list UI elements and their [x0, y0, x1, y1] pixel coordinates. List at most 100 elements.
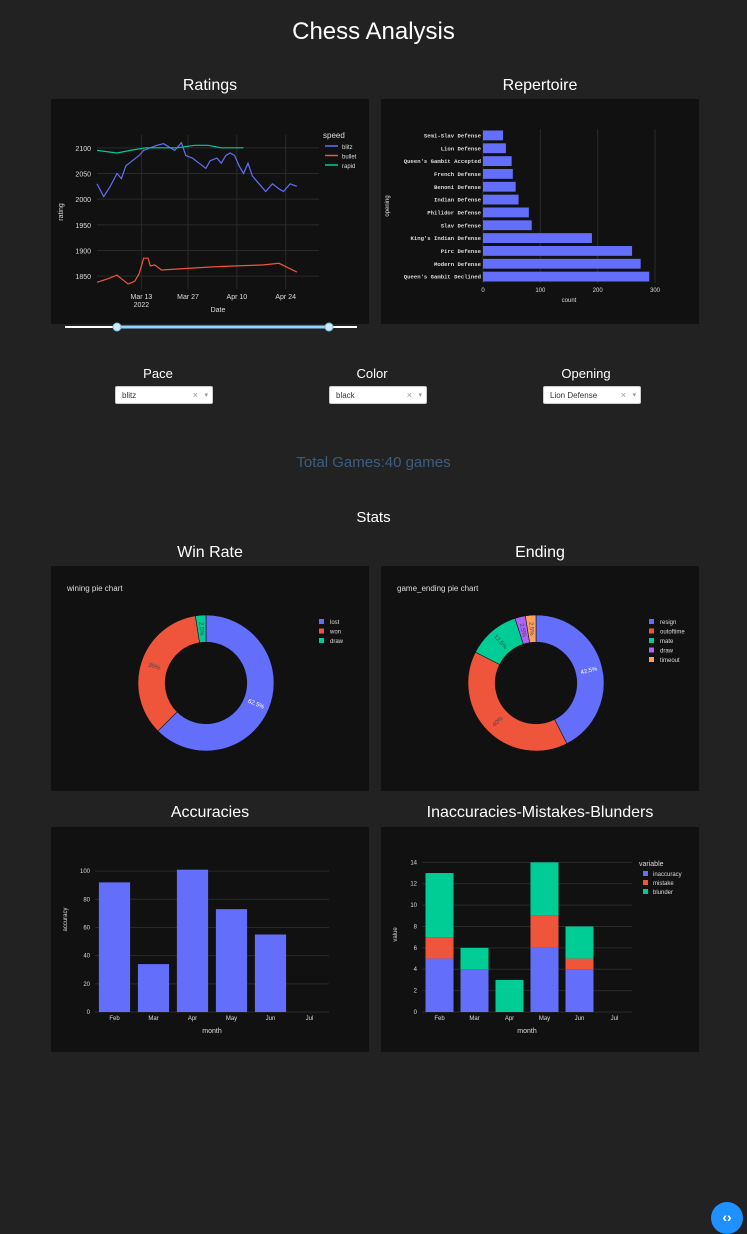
bar [483, 169, 513, 179]
legend-title: speed [323, 131, 345, 140]
repertoire-title: Repertoire [502, 77, 578, 94]
stats-title: Stats [356, 509, 391, 526]
slice-label: 2.5% [518, 623, 527, 638]
category-label: Philidor Defense [427, 209, 481, 216]
bar [483, 156, 512, 166]
y-tick-label: 2050 [75, 172, 91, 179]
y-tick-label: 1900 [75, 249, 91, 256]
code-toggle-button[interactable]: ‹› [711, 1202, 743, 1234]
chevron-down-icon[interactable]: ▾ [632, 392, 636, 399]
page-title: Chess Analysis [292, 18, 455, 45]
slice-label: 2.5% [197, 622, 204, 637]
slice-label: 35% [147, 662, 161, 672]
legend-swatch [643, 889, 648, 894]
x-tick-label: 0 [481, 288, 485, 294]
ending-chart[interactable]: game_ending pie chart 42.5% 40% 12.5% 2.5% 2.… [381, 566, 699, 791]
y-tick-label: 60 [83, 925, 90, 931]
y-tick-label: 0 [414, 1010, 418, 1016]
clear-icon[interactable]: × [406, 390, 412, 400]
legend-swatch [649, 619, 654, 624]
y-tick-label: 6 [414, 946, 418, 952]
y-axis-label: rating [58, 203, 65, 221]
category-label: Queen's Gambit Accepted [404, 158, 481, 165]
bar [483, 207, 529, 218]
pie-slice-draw [195, 614, 207, 644]
x-tick-label: Jun [266, 1016, 276, 1022]
y-tick-label: 80 [83, 897, 90, 903]
pace-dropdown[interactable]: blitz × ▾ [115, 386, 213, 404]
accuracies-chart[interactable]: 0 20 40 60 80 100 Feb Mar Apr May Jun Jul month accur… [51, 827, 369, 1052]
y-tick-label: 2100 [75, 146, 91, 153]
y-tick-label: 10 [410, 903, 417, 909]
x-axis-label: month [517, 1028, 537, 1035]
category-label: King's Indian Defense [411, 235, 482, 242]
pace-label: Pace [143, 366, 173, 381]
slice-label: 42.5% [580, 666, 599, 676]
x-axis-label: count [562, 298, 577, 304]
accuracies-chart-svg: 0 20 40 60 80 100 Feb Mar Apr May Jun Jul month accur… [63, 869, 329, 1035]
slider-handle-end[interactable] [324, 322, 334, 332]
x-tick-label: Mar [148, 1016, 158, 1022]
y-tick-label: 2 [414, 989, 418, 995]
category-label: Queen's Gambit Declined [404, 274, 481, 281]
color-value: black [336, 391, 355, 400]
x-tick-label: Jul [611, 1016, 619, 1022]
x-tick-label: Jul [306, 1016, 314, 1022]
clear-icon[interactable]: × [620, 390, 626, 400]
bar-segment-blunder [565, 926, 594, 959]
bar [98, 882, 131, 1012]
legend-label: inaccuracy [653, 872, 682, 878]
date-range-slider[interactable] [63, 319, 359, 335]
y-tick-label: 40 [83, 954, 90, 960]
opening-dropdown[interactable]: Lion Defense × ▾ [543, 386, 641, 404]
legend-label: resign [660, 620, 676, 626]
ratings-chart[interactable]: 1850 1900 1950 2000 2050 2100 Mar 13 2022 Mar 27… [51, 99, 369, 324]
bar-segment-blunder [460, 947, 489, 970]
x-tick-label: 300 [650, 288, 661, 294]
bar-segment-mistake [530, 915, 559, 948]
x-tick-label: Feb [109, 1016, 120, 1022]
bar [483, 181, 516, 192]
y-tick-label: 1850 [75, 274, 91, 281]
repertoire-chart[interactable]: 0 100 200 300 Semi-Slav Defense Lion Defense Q… [381, 99, 699, 324]
bar [483, 271, 650, 282]
x-tick-label: Apr [505, 1016, 514, 1022]
legend-label: outoftime [660, 630, 685, 636]
imb-chart[interactable]: 0 2 4 6 8 10 12 14 Feb Mar Apr May Jun Jul month value v… [381, 827, 699, 1052]
imb-title: Inaccuracies-Mistakes-Blunders [426, 804, 654, 821]
category-label: Lion Defense [441, 145, 482, 152]
win-rate-title: Win Rate [177, 544, 243, 561]
category-label: Slav Defense [441, 222, 482, 229]
x-tick-label: Jun [575, 1016, 585, 1022]
category-label: French Defense [434, 171, 482, 178]
bar-segment-blunder [530, 862, 559, 916]
bar [483, 233, 592, 243]
legend-label: draw [660, 649, 674, 655]
pie-slice-resign [535, 614, 605, 744]
imb-chart-svg: 0 2 4 6 8 10 12 14 Feb Mar Apr May Jun Jul month value v… [393, 860, 682, 1035]
clear-icon[interactable]: × [192, 390, 198, 400]
bar [483, 194, 519, 205]
chevron-down-icon[interactable]: ▾ [204, 392, 208, 399]
legend-label: rapid [342, 164, 355, 170]
accuracies-title: Accuracies [170, 804, 250, 821]
legend-swatch [649, 638, 654, 643]
y-axis-label: accuracy [63, 907, 69, 931]
category-label: Benoni Defense [434, 184, 482, 191]
bar [137, 964, 170, 1012]
legend-label: lost [330, 620, 340, 626]
category-label: Modern Defense [434, 261, 482, 268]
slider-handle-start[interactable] [112, 322, 122, 332]
chevron-down-icon[interactable]: ▾ [418, 392, 422, 399]
bar-segment-inaccuracy [565, 969, 594, 1012]
legend-label: blitz [342, 145, 353, 151]
legend-label: bullet [342, 155, 357, 161]
y-axis-label: opening [385, 195, 391, 216]
legend-swatch [319, 619, 324, 624]
x-axis-label: month [202, 1028, 222, 1035]
y-tick-label: 2000 [75, 197, 91, 204]
total-games: Total Games:40 games [296, 454, 451, 471]
win-rate-chart[interactable]: wining pie chart 62.5% 35% 2.5% lost won draw [51, 566, 369, 791]
color-dropdown[interactable]: black × ▾ [329, 386, 427, 404]
